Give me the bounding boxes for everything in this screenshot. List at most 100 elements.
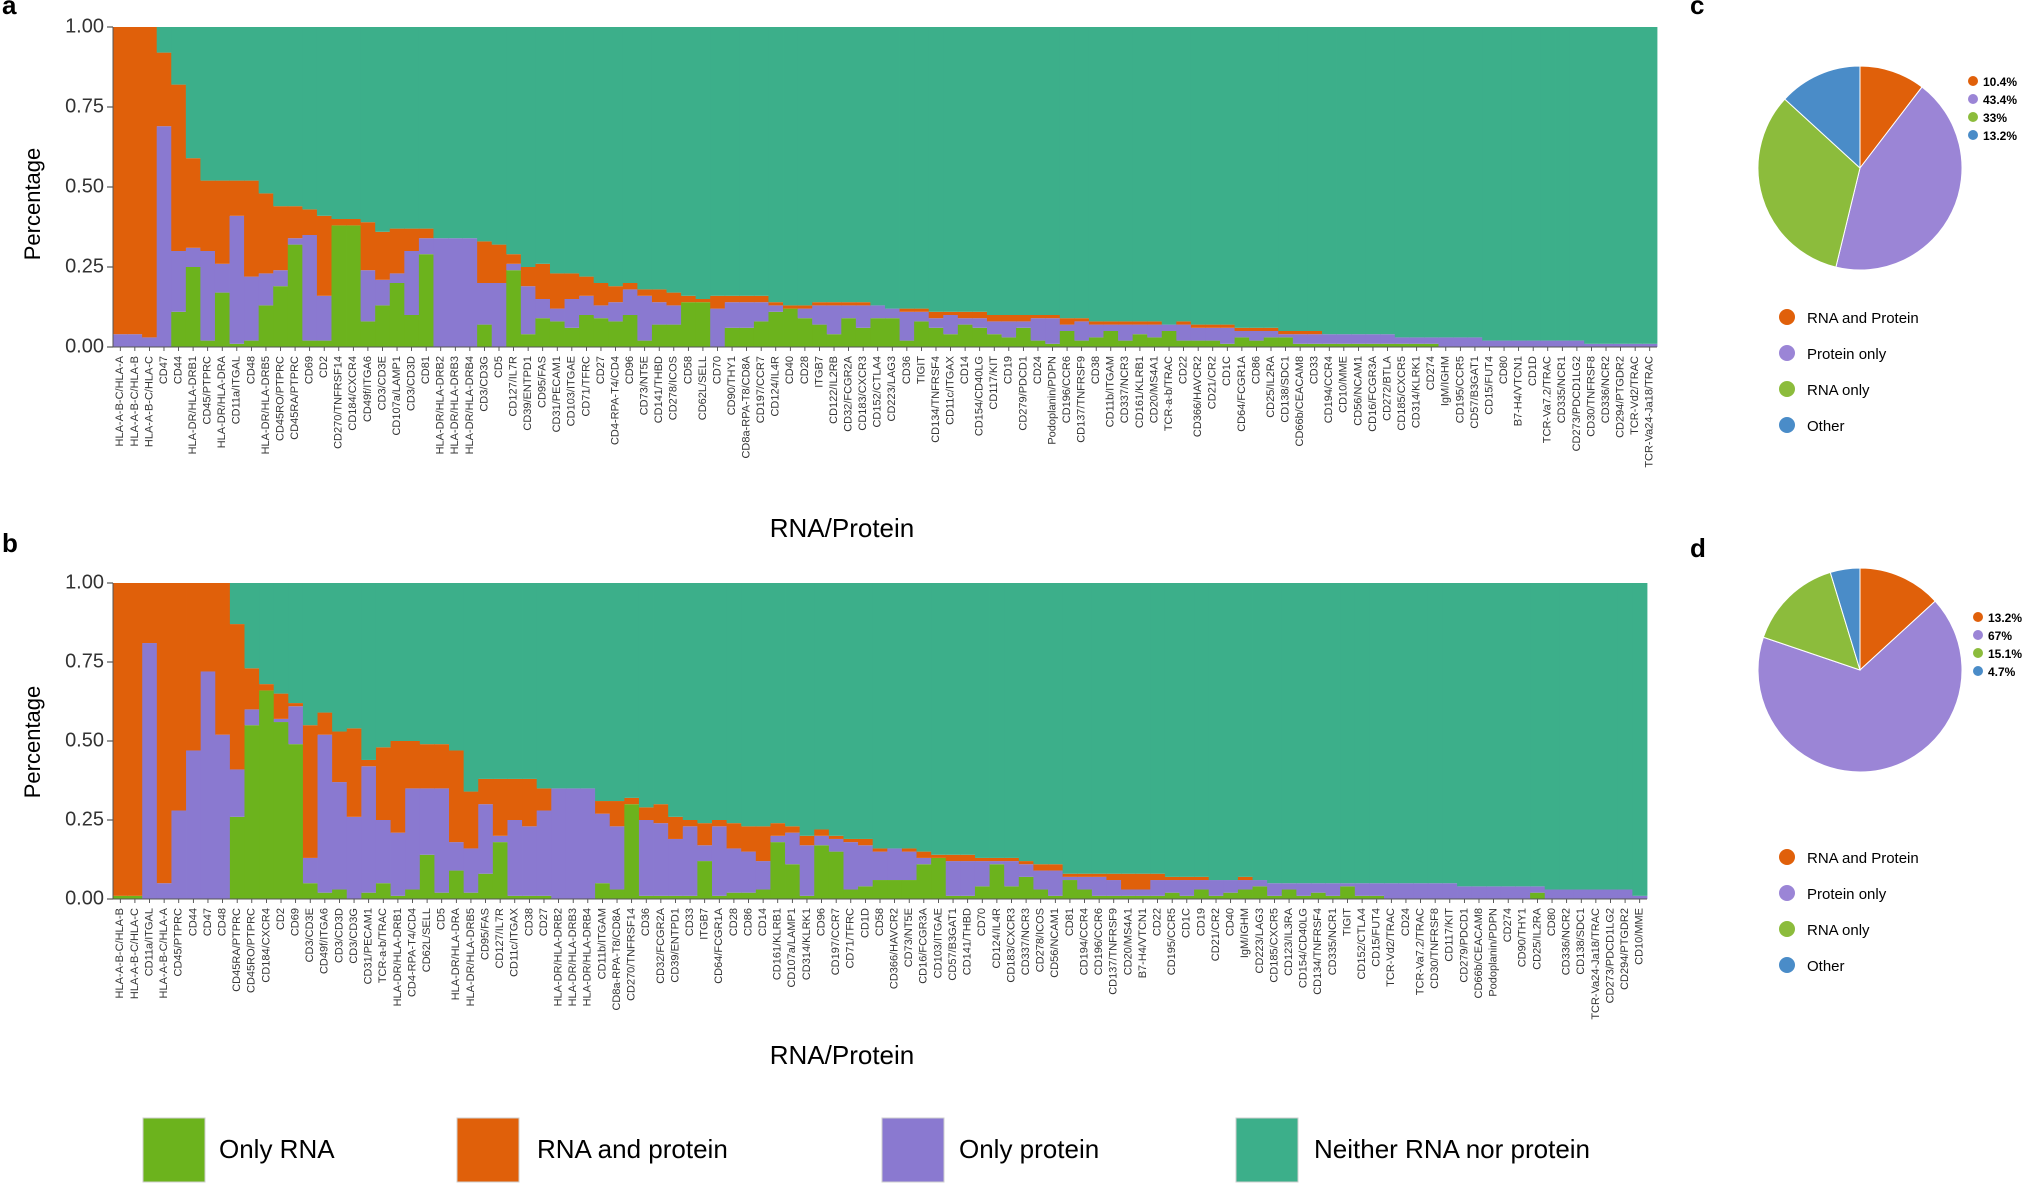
bar-rna-protein-a (229, 180, 245, 216)
bar-protein-only-b (945, 861, 961, 896)
bar-rna-only-a (1161, 331, 1177, 347)
bar-neither-a (375, 27, 391, 232)
bar-rna-protein-a (1249, 327, 1265, 331)
x-tick-label-a: HLA-A-B-C/HLA-C (143, 356, 155, 447)
bar-neither-b (1325, 583, 1341, 884)
bar-rna-only-b (595, 883, 611, 899)
bar-protein-only-a (1220, 327, 1235, 344)
bar-neither-b (1632, 583, 1648, 896)
bar-neither-a (1059, 27, 1075, 319)
bar-protein-only-b (960, 861, 976, 896)
bar-protein-only-b (1500, 886, 1516, 899)
bar-protein-only-b (595, 813, 611, 884)
bar-rna-only-b (1354, 895, 1370, 899)
bar-neither-b (507, 583, 523, 779)
x-tick-label-b: CD4-RPA-T4/CD4 (406, 908, 418, 997)
x-tick-label-b: CD335/NCR1 (1327, 908, 1339, 975)
bar-rna-only-b (1223, 892, 1239, 899)
x-tick-label-b: CD47 (202, 908, 214, 936)
bar-rna-only-b (697, 861, 713, 899)
x-tick-label-a: CD28 (799, 356, 811, 384)
x-tick-label-b: HLA-A-B-C/HLA-B (114, 908, 126, 998)
bar-protein-only-a (1074, 321, 1090, 341)
bar-rna-protein-b (741, 826, 757, 852)
bar-neither-b (1617, 583, 1633, 890)
x-tick-label-b: CD185/CXCR5 (1268, 908, 1280, 983)
bar-rna-protein-b (1150, 873, 1166, 881)
pie-slice-c-1 (1835, 86, 1963, 271)
bar-neither-a (418, 27, 434, 229)
bar-protein-only-a (244, 276, 260, 341)
x-tick-label-b: CD15/FUT4 (1371, 908, 1383, 967)
x-tick-label-b: TCR-Va24-Ja18/TRAC (1590, 908, 1602, 1020)
bar-neither-b (1048, 583, 1064, 865)
bar-rna-protein-b (434, 744, 450, 789)
x-tick-label-a: TCR-Vd2/TRAC (1629, 356, 1641, 435)
bar-protein-only-b (551, 788, 567, 899)
bar-rna-protein-b (595, 801, 611, 814)
x-tick-label-a: CD24 (1032, 356, 1044, 384)
x-tick-label-b: HLA-DR/HLA-DRB5 (465, 908, 477, 1006)
bar-neither-b (1500, 583, 1516, 887)
y-axis-title-b: Percentage (20, 686, 45, 799)
x-tick-label-a: CD1C (1221, 356, 1233, 386)
pie-c-value-dot-3 (1968, 130, 1978, 140)
legend-label-only-rna: Only RNA (219, 1134, 335, 1164)
bar-protein-only-a (637, 295, 653, 341)
bar-protein-only-b (814, 835, 830, 846)
bar-rna-only-b (1179, 895, 1195, 899)
bar-protein-only-b (200, 671, 216, 899)
legend-label-only-protein: Only protein (959, 1134, 1099, 1164)
bar-neither-b (1486, 583, 1502, 887)
bar-rna-only-b (1369, 895, 1385, 899)
x-tick-label-a: HLA-DR/HLA-DRB1 (187, 356, 199, 454)
x-tick-label-b: CD138/SDC1 (1575, 908, 1587, 975)
bar-protein-only-a (113, 334, 128, 347)
x-tick-label-b: CD123/IL3RA (1283, 907, 1295, 976)
bar-protein-only-b (1486, 886, 1502, 899)
bar-neither-a (1482, 27, 1498, 341)
bar-rna-protein-b (1106, 873, 1122, 881)
bar-protein-only-a (1482, 340, 1498, 347)
pie-c-legend-dot-3 (1779, 417, 1795, 433)
bar-rna-protein-b (390, 741, 406, 833)
x-tick-label-a: CD184/CXCR4 (347, 356, 359, 431)
bar-protein-only-b (1077, 876, 1093, 890)
x-tick-label-b: HLA-DR/HLA-DRB1 (392, 908, 404, 1006)
x-tick-label-a: CD336/NCR2 (1600, 356, 1612, 423)
bar-protein-only-a (1030, 318, 1046, 341)
bar-neither-a (185, 27, 201, 159)
bar-rna-only-b (785, 864, 801, 899)
bar-protein-only-a (549, 308, 565, 322)
bar-neither-a (1642, 27, 1658, 344)
bar-rna-only-a (214, 292, 230, 347)
bar-rna-protein-b (1091, 873, 1107, 877)
y-tick-label-a: 0.75 (65, 95, 104, 117)
bar-rna-protein-a (1045, 315, 1061, 319)
bar-protein-only-b (492, 835, 508, 843)
bar-rna-protein-a (1205, 324, 1221, 328)
bar-rna-only-a (506, 270, 522, 347)
x-tick-label-b: TCR-Va7.2/TRAC (1414, 908, 1426, 995)
bar-protein-only-a (914, 311, 930, 322)
bar-rna-protein-b (785, 826, 801, 833)
bar-neither-a (1540, 27, 1556, 341)
x-tick-label-a: CD138/SDC1 (1279, 356, 1291, 423)
bar-neither-b (434, 583, 450, 745)
bar-rna-only-a (258, 305, 274, 347)
bar-neither-a (943, 27, 959, 312)
bar-rna-only-b (1091, 895, 1107, 899)
bar-rna-protein-a (477, 241, 493, 283)
x-tick-label-b: CD274 (1502, 908, 1514, 942)
x-tick-label-a: CD8a-RPA-T8/CD8A (741, 355, 753, 458)
x-tick-label-a: CD64/FCGR1A (1236, 355, 1248, 431)
bar-protein-only-b (1457, 886, 1473, 899)
bar-protein-only-a (724, 302, 740, 328)
bar-protein-only-a (433, 238, 449, 347)
x-tick-label-b: CD161/KLRB1 (772, 908, 784, 980)
x-tick-label-a: CD27 (595, 356, 607, 384)
bar-neither-a (156, 27, 172, 53)
bar-rna-protein-a (1103, 321, 1119, 325)
bar-protein-only-a (316, 295, 332, 341)
bar-neither-b (697, 583, 713, 824)
